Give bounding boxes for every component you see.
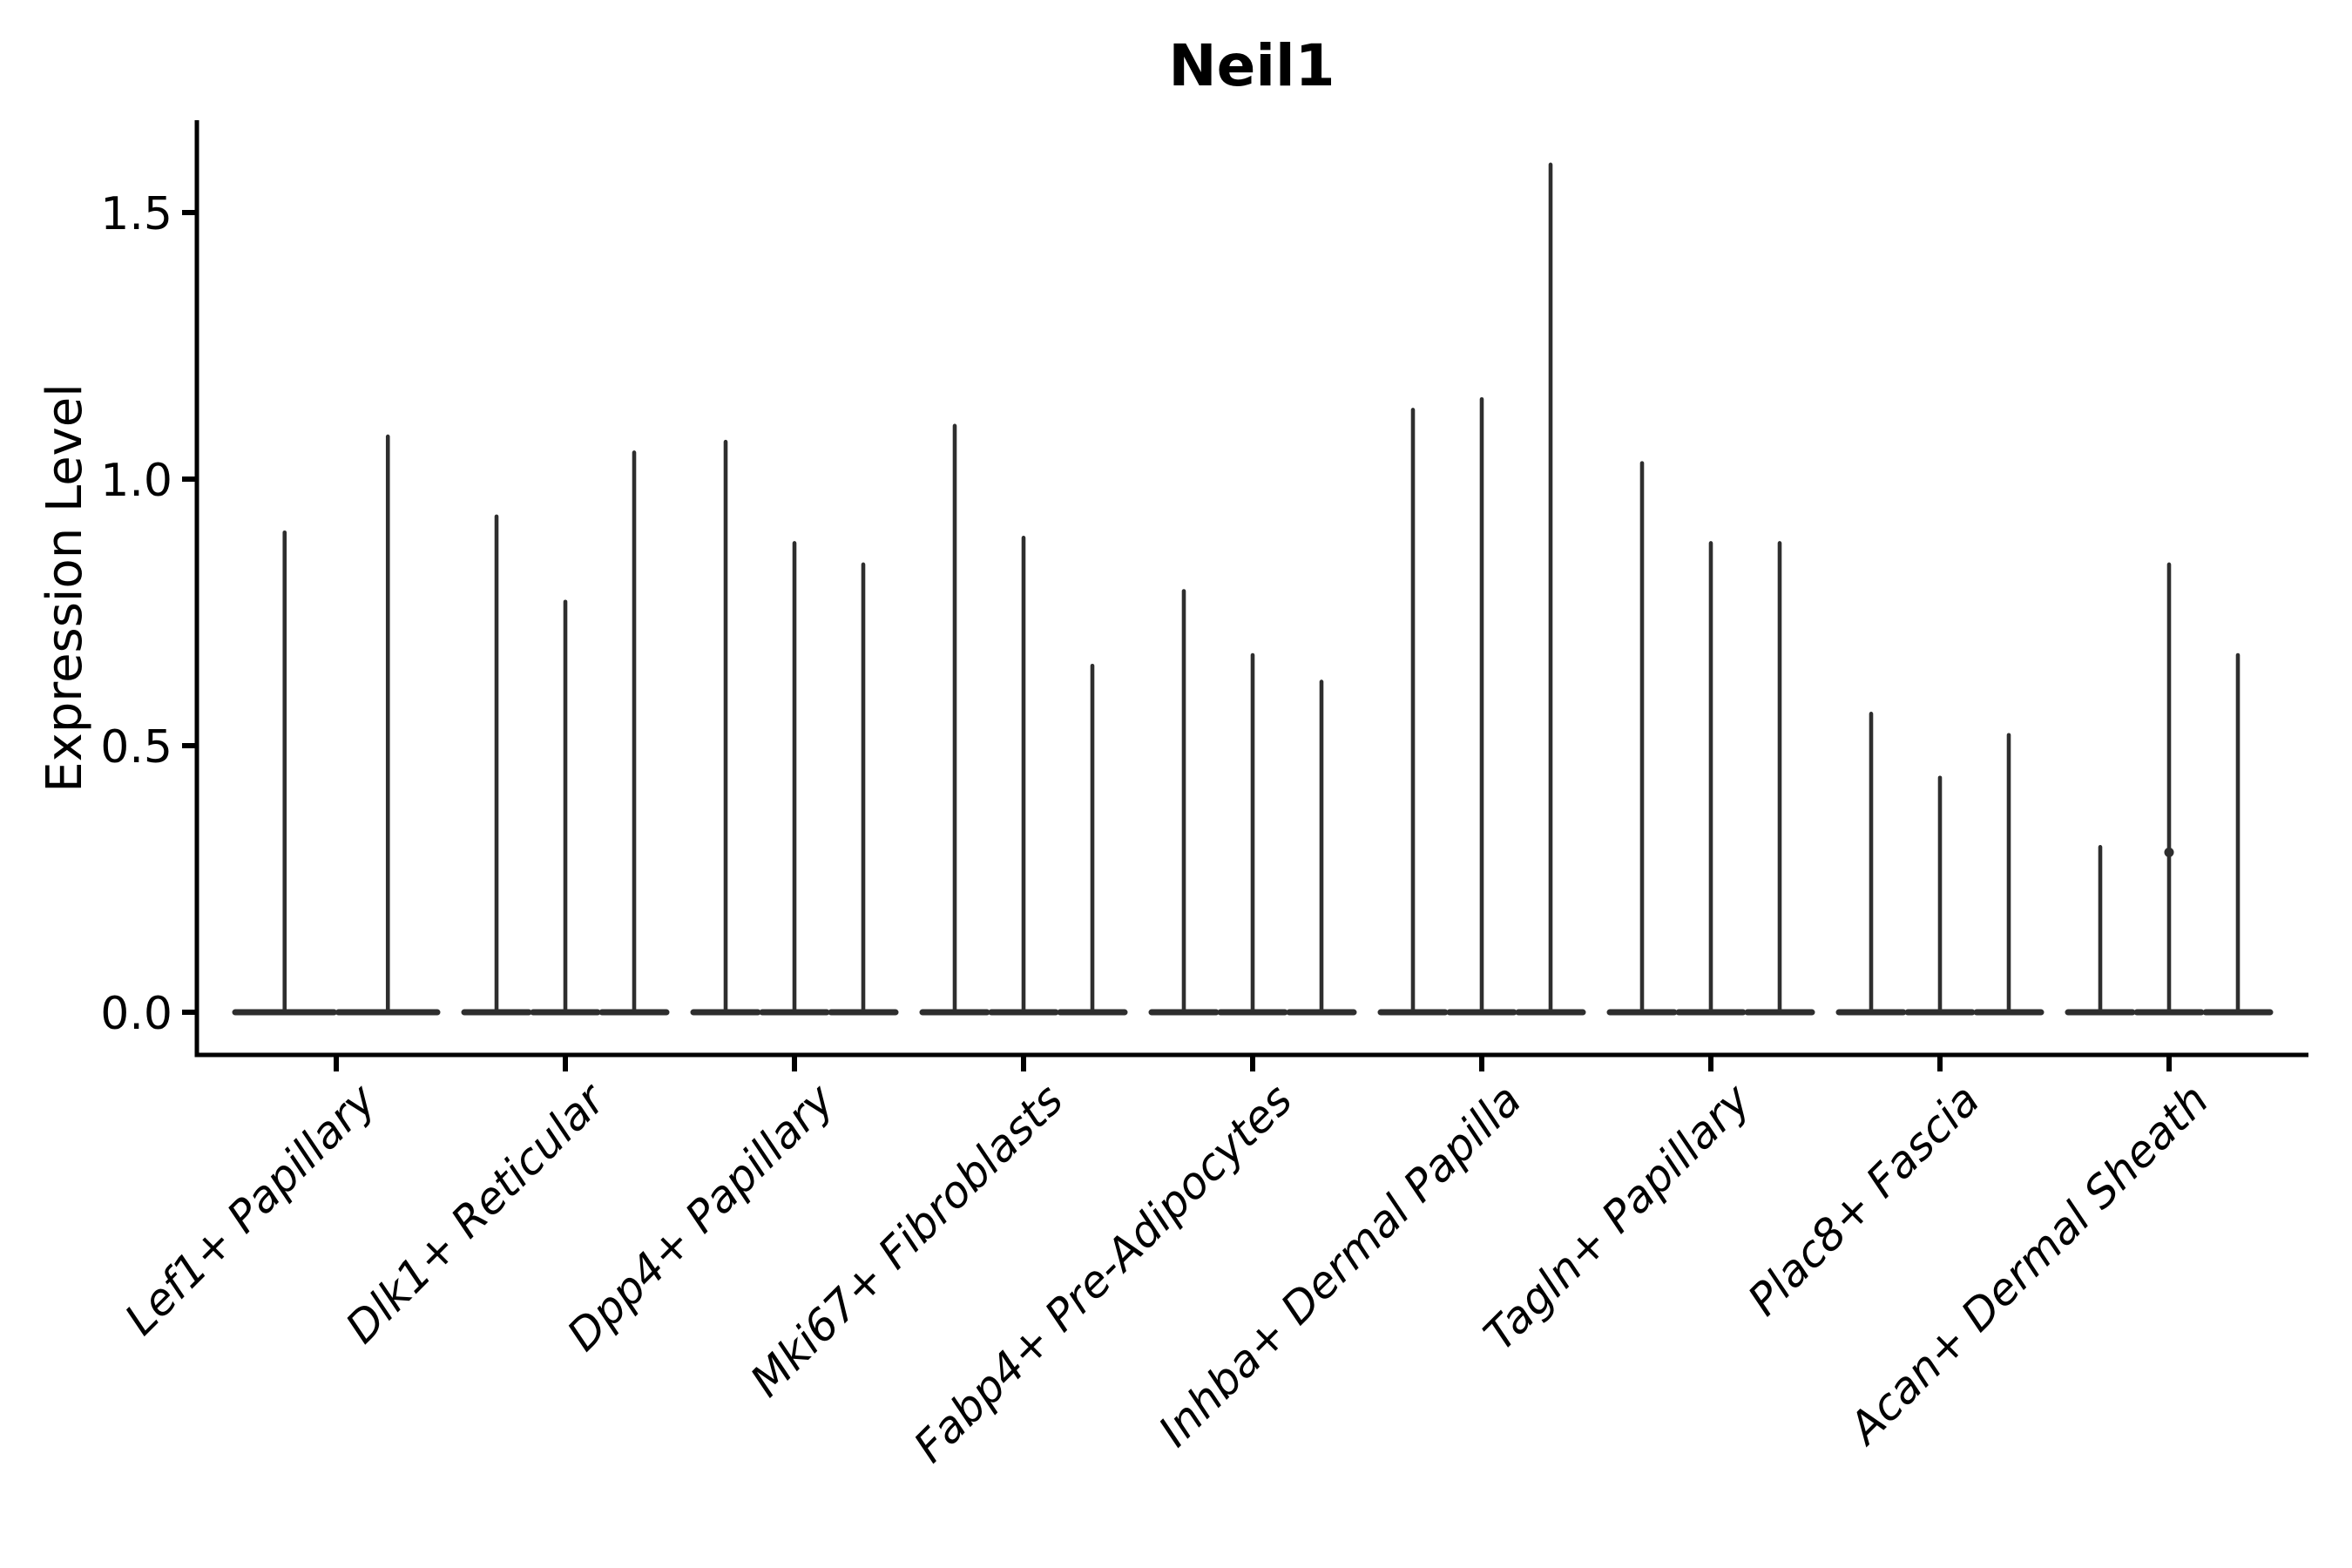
violin-group [1835, 712, 2044, 1016]
x-tick-label: Inhba+ Dermal Papilla [1149, 1074, 1531, 1456]
y-tick-label: 1.0 [100, 455, 172, 507]
y-tick-label: 0.0 [100, 988, 172, 1040]
violin-group [690, 439, 899, 1016]
x-tick-label: Lef1+ Papillary [115, 1073, 386, 1344]
violin-group [2065, 562, 2274, 1016]
x-tick-label: Acan+ Dermal Sheath [1838, 1074, 2219, 1455]
y-tick-label: 1.5 [100, 188, 172, 240]
violin-bump-dot [2164, 847, 2174, 857]
violin-group [232, 434, 441, 1016]
x-tick-label: Plac8+ Fascia [1739, 1074, 1990, 1325]
y-axis-label: Expression Level [37, 383, 93, 793]
violin-group [919, 423, 1128, 1016]
violin-group [1377, 162, 1586, 1016]
y-axis-ticks: 0.0 0.5 1.0 1.5 [100, 188, 197, 1040]
violin-group [1606, 461, 1815, 1016]
chart-title: Neil1 [1168, 32, 1335, 99]
x-tick-label: Fabp4+ Pre-Adipocytes [904, 1074, 1302, 1472]
violin-group [1148, 589, 1357, 1016]
y-tick-label: 0.5 [100, 721, 172, 774]
violin-group [461, 450, 670, 1016]
violins [232, 162, 2274, 1016]
